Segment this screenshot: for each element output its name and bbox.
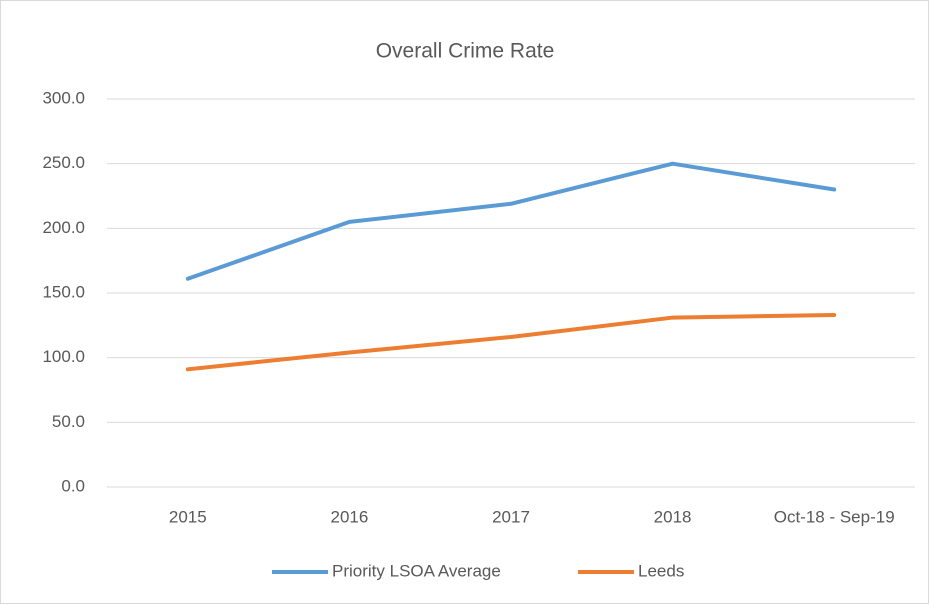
x-tick-label: Oct-18 - Sep-19	[774, 507, 895, 526]
line-series	[185, 312, 837, 372]
chart-title: Overall Crime Rate	[376, 40, 555, 63]
y-tick-label: 300.0	[42, 88, 85, 107]
y-tick-label: 100.0	[42, 347, 85, 366]
x-tick-label: 2018	[654, 507, 692, 526]
x-tick-label: 2016	[330, 507, 368, 526]
y-tick-label: 200.0	[42, 218, 85, 237]
y-tick-label: 150.0	[42, 282, 85, 301]
legend-label: Priority LSOA Average	[332, 561, 501, 580]
legend-label: Leeds	[638, 561, 684, 580]
x-tick-label: 2017	[492, 507, 530, 526]
line-series	[185, 161, 837, 281]
y-tick-label: 50.0	[52, 412, 85, 431]
x-tick-label: 2015	[169, 507, 207, 526]
y-tick-label: 0.0	[61, 476, 85, 495]
y-tick-label: 250.0	[42, 153, 85, 172]
